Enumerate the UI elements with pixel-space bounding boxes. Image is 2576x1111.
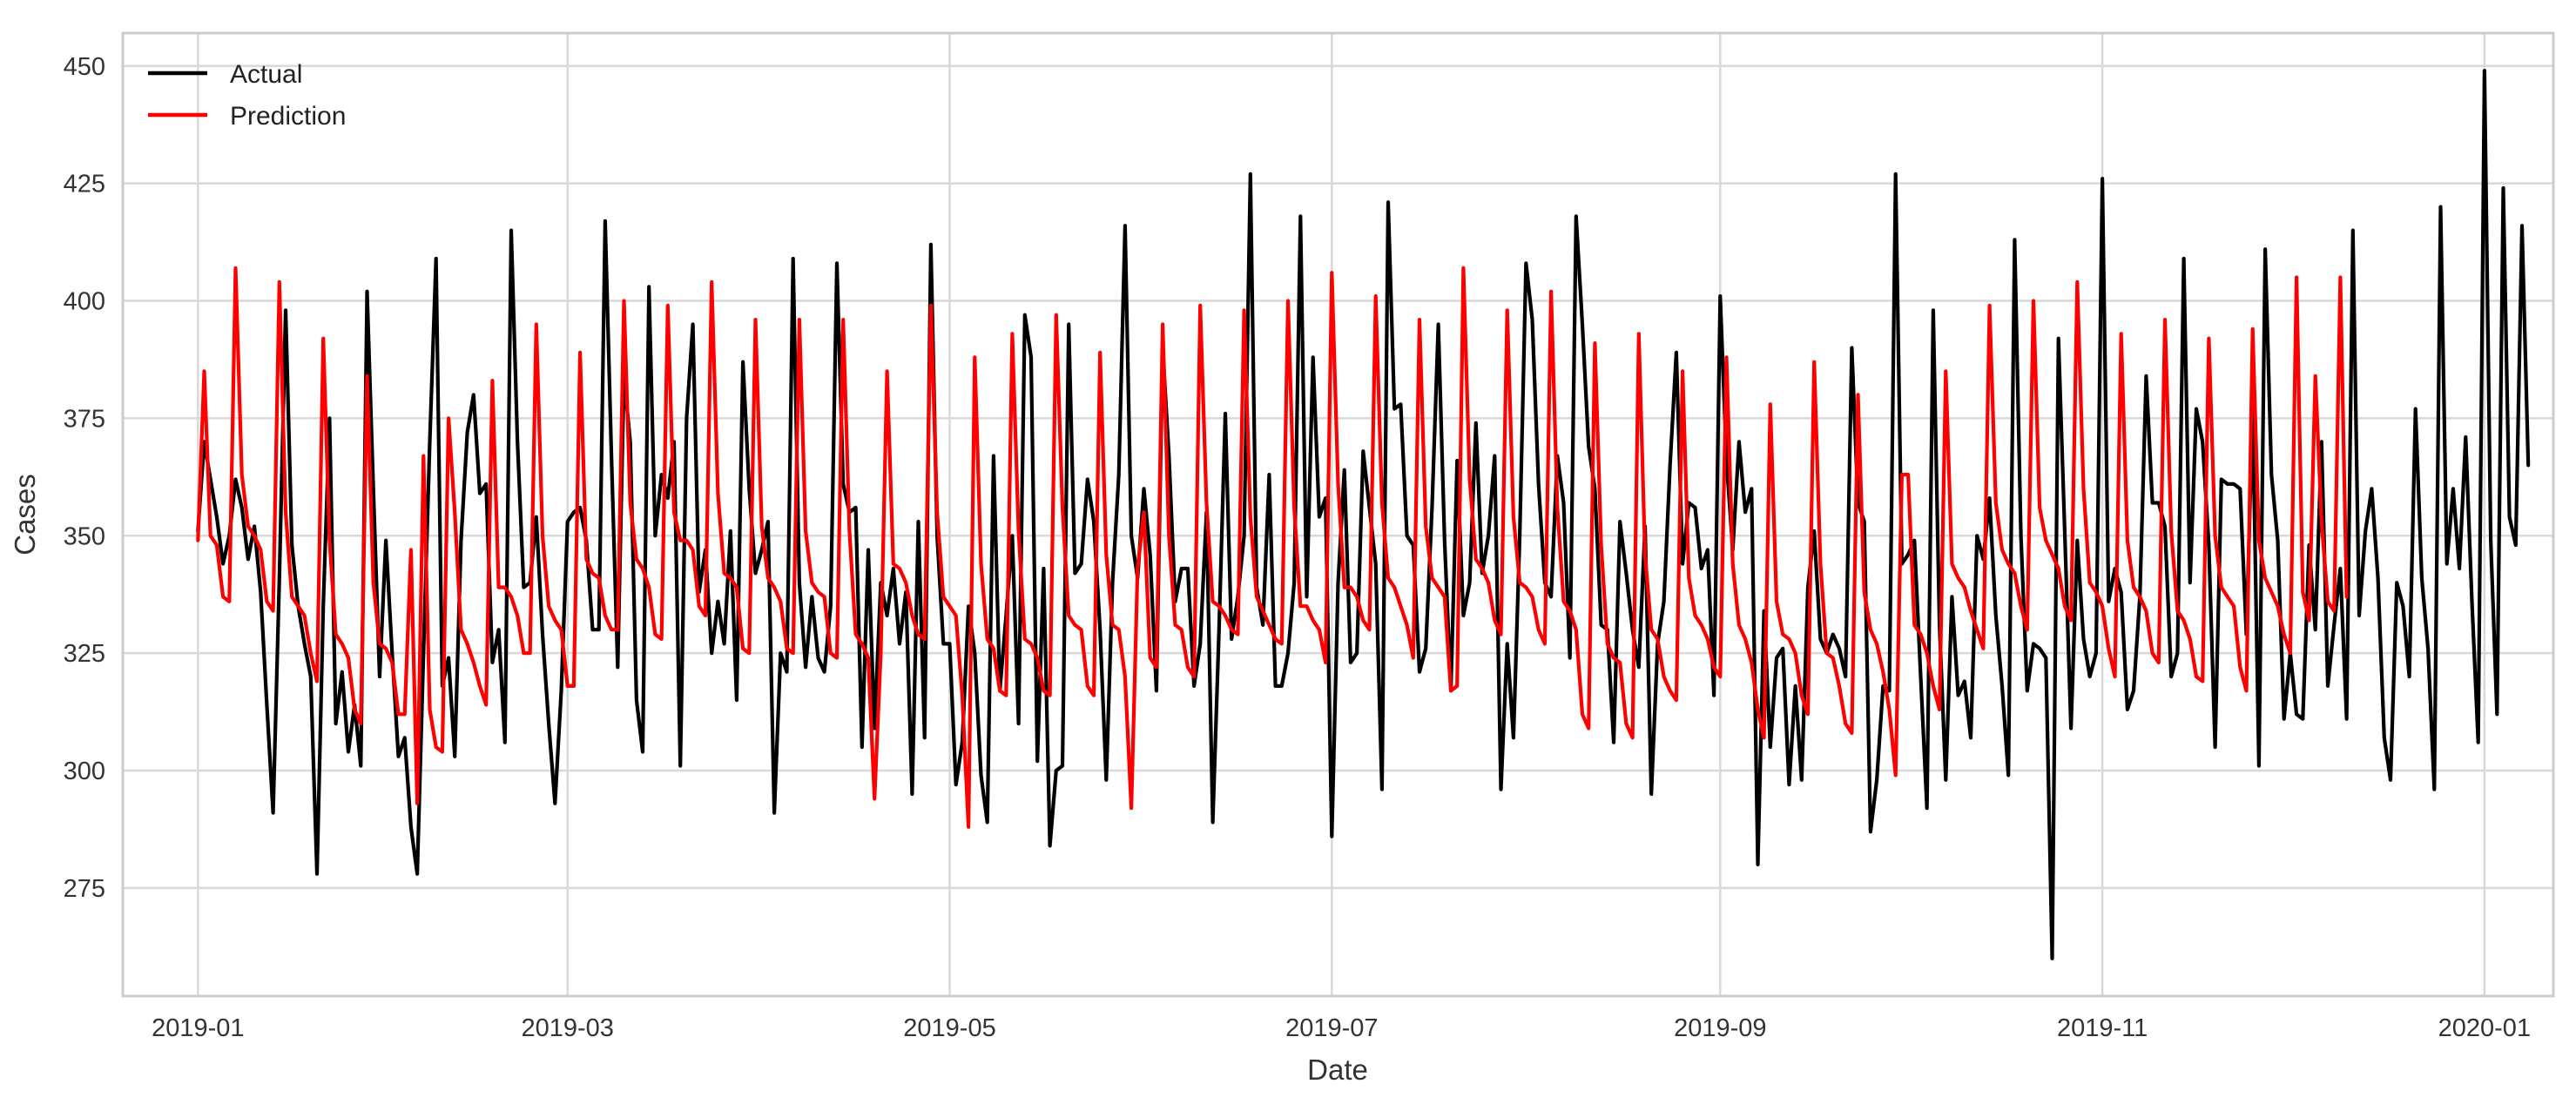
plot-area-background bbox=[123, 33, 2553, 996]
x-tick-label: 2019-03 bbox=[522, 1014, 614, 1042]
x-tick-label: 2019-01 bbox=[152, 1014, 244, 1042]
y-tick-label: 350 bbox=[64, 522, 105, 550]
y-tick-label: 325 bbox=[64, 640, 105, 668]
legend-label-actual: Actual bbox=[230, 60, 302, 89]
x-tick-label: 2019-09 bbox=[1674, 1014, 1766, 1042]
legend: Actual Prediction bbox=[148, 60, 346, 131]
x-tick-label: 2020-01 bbox=[2438, 1014, 2531, 1042]
y-tick-labels: 275 300 325 350 375 400 425 450 bbox=[64, 53, 105, 903]
plot-frame bbox=[121, 31, 2555, 998]
y-tick-label: 275 bbox=[64, 875, 105, 903]
legend-label-prediction: Prediction bbox=[230, 102, 346, 131]
x-tick-label: 2019-05 bbox=[903, 1014, 995, 1042]
y-tick-label: 300 bbox=[64, 758, 105, 785]
y-tick-label: 425 bbox=[64, 171, 105, 199]
x-axis-label: Date bbox=[1307, 1054, 1368, 1086]
x-tick-label: 2019-11 bbox=[2057, 1014, 2148, 1042]
y-tick-label: 400 bbox=[64, 288, 105, 316]
y-axis-label: Cases bbox=[9, 474, 41, 556]
series-line-prediction bbox=[196, 266, 2349, 829]
y-tick-label: 450 bbox=[64, 53, 105, 81]
series-layer bbox=[196, 69, 2531, 960]
y-tick-label: 375 bbox=[64, 405, 105, 433]
x-tick-label: 2019-07 bbox=[1285, 1014, 1378, 1042]
x-tick-labels: 2019-01 2019-03 2019-05 2019-07 2019-09 2019-… bbox=[152, 1014, 2531, 1042]
